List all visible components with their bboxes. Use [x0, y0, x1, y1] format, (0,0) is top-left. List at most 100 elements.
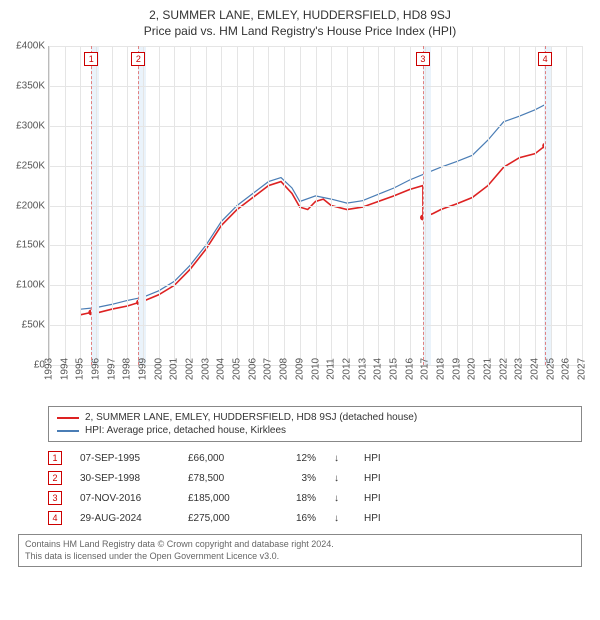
sale-marker-badge: 1	[84, 52, 98, 66]
sale-pct: 18%	[276, 493, 316, 504]
sale-date: 29-AUG-2024	[80, 513, 170, 524]
table-row: 107-SEP-1995£66,00012%↓HPI	[48, 448, 582, 468]
legend-swatch-blue	[57, 430, 79, 432]
sale-pct: 3%	[276, 473, 316, 484]
x-tick-label: 2017	[420, 358, 431, 380]
x-tick-label: 2011	[326, 358, 337, 380]
sale-index: 3	[48, 491, 62, 505]
x-tick-label: 2009	[294, 358, 305, 380]
gridline-v	[96, 46, 97, 365]
x-tick-label: 2010	[310, 358, 321, 380]
gridline-v	[425, 46, 426, 365]
gridline-v	[582, 46, 583, 365]
x-tick-label: 2005	[232, 358, 243, 380]
sale-pct: 16%	[276, 513, 316, 524]
y-tick-label: £250K	[16, 160, 45, 171]
gridline-v	[65, 46, 66, 365]
gridline-v	[535, 46, 536, 365]
chart-subtitle: Price paid vs. HM Land Registry's House …	[10, 24, 590, 38]
gridline-v	[80, 46, 81, 365]
x-tick-label: 2021	[482, 358, 493, 380]
footer-line-2: This data is licensed under the Open Gov…	[25, 551, 575, 563]
hpi-label: HPI	[364, 473, 394, 484]
gridline-v	[363, 46, 364, 365]
gridline-v	[378, 46, 379, 365]
legend-swatch-red	[57, 417, 79, 419]
x-tick-label: 2025	[545, 358, 556, 380]
gridline-v	[488, 46, 489, 365]
sale-price: £78,500	[188, 473, 258, 484]
legend-label-blue: HPI: Average price, detached house, Kirk…	[85, 425, 286, 436]
gridline-v	[206, 46, 207, 365]
hpi-label: HPI	[364, 493, 394, 504]
gridline-v	[237, 46, 238, 365]
down-arrow-icon: ↓	[334, 493, 346, 504]
gridline-v	[551, 46, 552, 365]
sale-marker-line	[423, 46, 424, 365]
sale-marker-line	[138, 46, 139, 365]
x-tick-label: 2003	[200, 358, 211, 380]
down-arrow-icon: ↓	[334, 473, 346, 484]
sale-pct: 12%	[276, 453, 316, 464]
gridline-v	[112, 46, 113, 365]
price-paid-line	[80, 146, 545, 315]
x-tick-label: 2014	[373, 358, 384, 380]
chart-container: 2, SUMMER LANE, EMLEY, HUDDERSFIELD, HD8…	[0, 0, 600, 620]
x-tick-label: 2019	[451, 358, 462, 380]
sales-table: 107-SEP-1995£66,00012%↓HPI230-SEP-1998£7…	[48, 448, 582, 528]
x-tick-label: 2027	[577, 358, 588, 380]
title-area: 2, SUMMER LANE, EMLEY, HUDDERSFIELD, HD8…	[0, 0, 600, 42]
gridline-v	[347, 46, 348, 365]
gridline-v	[394, 46, 395, 365]
sale-marker-badge: 3	[416, 52, 430, 66]
gridline-v	[472, 46, 473, 365]
x-tick-label: 2016	[404, 358, 415, 380]
x-tick-label: 2004	[216, 358, 227, 380]
gridline-v	[457, 46, 458, 365]
x-tick-label: 1994	[59, 358, 70, 380]
gridline-v	[268, 46, 269, 365]
x-tick-label: 2006	[247, 358, 258, 380]
x-tick-label: 2000	[153, 358, 164, 380]
x-tick-label: 2022	[498, 358, 509, 380]
gridline-v	[284, 46, 285, 365]
sale-marker-line	[91, 46, 92, 365]
legend-row-red: 2, SUMMER LANE, EMLEY, HUDDERSFIELD, HD8…	[57, 411, 573, 424]
x-tick-label: 2008	[279, 358, 290, 380]
x-tick-label: 2026	[561, 358, 572, 380]
sale-price: £275,000	[188, 513, 258, 524]
gridline-v	[300, 46, 301, 365]
chart-area: £0£50K£100K£150K£200K£250K£300K£350K£400…	[48, 46, 582, 396]
gridline-v	[519, 46, 520, 365]
y-tick-label: £400K	[16, 41, 45, 52]
x-tick-label: 2023	[514, 358, 525, 380]
x-tick-label: 2002	[185, 358, 196, 380]
gridline-v	[127, 46, 128, 365]
sale-index: 4	[48, 511, 62, 525]
gridline-v	[221, 46, 222, 365]
x-tick-label: 1997	[106, 358, 117, 380]
gridline-v	[504, 46, 505, 365]
sale-marker-badge: 2	[131, 52, 145, 66]
sale-marker-line	[545, 46, 546, 365]
footer-line-1: Contains HM Land Registry data © Crown c…	[25, 539, 575, 551]
gridline-v	[253, 46, 254, 365]
y-tick-label: £300K	[16, 120, 45, 131]
gridline-v	[441, 46, 442, 365]
sale-date: 30-SEP-1998	[80, 473, 170, 484]
x-tick-label: 2020	[467, 358, 478, 380]
table-row: 429-AUG-2024£275,00016%↓HPI	[48, 508, 582, 528]
footer-box: Contains HM Land Registry data © Crown c…	[18, 534, 582, 567]
gridline-v	[316, 46, 317, 365]
plot-area: £0£50K£100K£150K£200K£250K£300K£350K£400…	[48, 46, 582, 366]
y-tick-label: £150K	[16, 240, 45, 251]
sale-date: 07-SEP-1995	[80, 453, 170, 464]
down-arrow-icon: ↓	[334, 453, 346, 464]
y-tick-label: £200K	[16, 200, 45, 211]
table-row: 230-SEP-1998£78,5003%↓HPI	[48, 468, 582, 488]
x-tick-label: 2012	[341, 358, 352, 380]
y-tick-label: £350K	[16, 80, 45, 91]
chart-title-address: 2, SUMMER LANE, EMLEY, HUDDERSFIELD, HD8…	[10, 8, 590, 22]
y-tick-label: £50K	[22, 320, 45, 331]
sale-price: £185,000	[188, 493, 258, 504]
